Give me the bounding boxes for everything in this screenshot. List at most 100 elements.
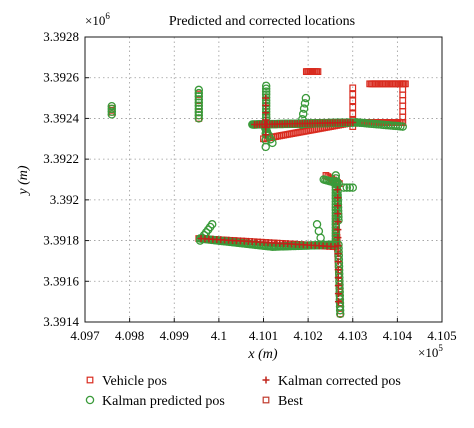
data-point: [194, 107, 204, 117]
data-point: [262, 131, 270, 139]
data-point: [299, 104, 309, 113]
data-point: [194, 98, 204, 107]
y-tick-label: 3.3918: [43, 233, 79, 248]
data-point: [262, 109, 270, 117]
data-point: [335, 305, 345, 315]
data-point: [331, 182, 341, 192]
grid-lines: [85, 37, 442, 322]
data-point: [399, 108, 407, 115]
data-point: [331, 220, 341, 229]
data-point: [314, 226, 324, 236]
data-point: [334, 210, 342, 218]
data-point: [349, 103, 357, 111]
data-point: [399, 102, 407, 110]
data-marks: [107, 68, 409, 319]
data-point: [331, 179, 341, 189]
data-point: [349, 119, 357, 126]
data-point: [334, 226, 342, 234]
y-axis-label: y (m): [16, 165, 31, 196]
data-point: [334, 218, 342, 226]
data-point: [107, 110, 117, 119]
legend-entry-label: Kalman predicted pos: [102, 394, 225, 409]
data-point: [262, 101, 270, 109]
data-point: [194, 92, 204, 101]
data-point: [331, 243, 339, 251]
data-point: [312, 220, 322, 229]
series-group: [197, 94, 357, 306]
legend-marker: [86, 376, 94, 384]
y-tick-label: 3.3928: [43, 29, 79, 44]
y-multiplier-exponent: 6: [105, 11, 110, 21]
y-tick-label: 3.3916: [43, 273, 79, 288]
data-point: [107, 104, 117, 114]
data-point: [349, 84, 357, 92]
data-point: [261, 81, 271, 91]
x-multiplier-exponent: 5: [438, 343, 443, 353]
data-point: [194, 88, 204, 98]
y-axis-multiplier: ×106: [85, 11, 110, 28]
data-point: [345, 183, 355, 192]
data-point: [194, 95, 204, 104]
data-point: [334, 234, 342, 242]
data-point: [194, 85, 204, 95]
x-tick-label: 4.099: [160, 328, 189, 343]
data-point: [399, 96, 407, 104]
data-point: [336, 310, 344, 318]
data-point: [334, 282, 342, 290]
legend-entry-label: Best: [278, 394, 303, 409]
data-point: [334, 258, 342, 266]
x-tick-label: 4.1: [211, 328, 227, 343]
x-tick-label: 4.102: [294, 328, 323, 343]
legend-marker: [262, 396, 270, 404]
data-point: [349, 90, 357, 98]
data-point: [349, 97, 357, 105]
legend-entry-label: Kalman corrected pos: [278, 374, 401, 389]
data-point: [334, 274, 342, 282]
data-point: [262, 123, 270, 131]
plot-frame: [84, 36, 443, 323]
x-axis-ticks: 4.097 4.098 4.099 4.1 4.101 4.102 4.103 4.104 4.…: [70, 318, 457, 343]
data-point: [194, 114, 204, 123]
data-point: [334, 250, 342, 258]
data-point: [298, 109, 308, 119]
data-point: [331, 174, 341, 183]
data-point: [336, 309, 345, 319]
data-point: [339, 183, 349, 192]
x-tick-label: 4.103: [338, 328, 367, 343]
data-point: [334, 290, 342, 298]
data-point: [399, 85, 407, 93]
data-point: [262, 116, 270, 124]
series-group: [108, 68, 409, 318]
data-point: [194, 104, 204, 114]
data-point: [348, 183, 357, 192]
data-point: [334, 202, 342, 210]
data-point: [331, 231, 341, 241]
data-point: [399, 91, 407, 99]
x-tick-label: 4.101: [249, 328, 278, 343]
y-tick-label: 3.3922: [43, 151, 79, 166]
data-point: [331, 176, 341, 186]
legend-entry-label: Vehicle pos: [102, 374, 167, 389]
y-multiplier-base: ×10: [85, 13, 105, 28]
data-point: [331, 171, 341, 180]
chart-title: Predicted and corrected locations: [169, 14, 355, 29]
x-tick-label: 4.098: [115, 328, 144, 343]
data-point: [194, 111, 204, 120]
data-point: [331, 223, 341, 232]
y-tick-label: 3.3926: [43, 70, 79, 85]
data-point: [301, 93, 311, 103]
data-point: [342, 183, 352, 192]
x-tick-label: 4.097: [70, 328, 100, 343]
x-multiplier-base: ×10: [418, 345, 438, 360]
x-axis-label: x (m): [247, 347, 277, 362]
legend: Vehicle pos Kalman predicted pos Kalman co…: [85, 374, 401, 409]
data-point: [334, 186, 342, 194]
legend-marker: [85, 395, 95, 405]
data-point: [107, 107, 117, 116]
data-point: [300, 99, 310, 108]
data-point: [399, 113, 407, 121]
data-point: [314, 68, 322, 76]
y-tick-label: 3.3914: [43, 314, 79, 329]
data-point: [194, 101, 204, 111]
